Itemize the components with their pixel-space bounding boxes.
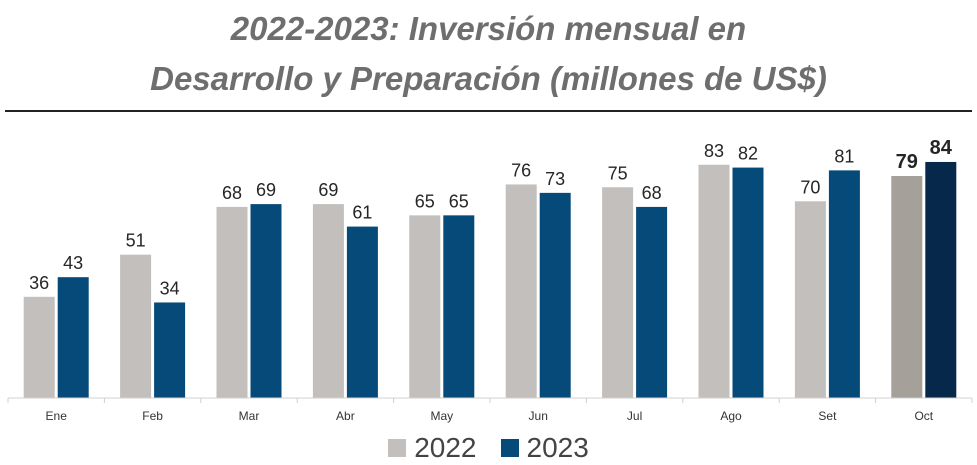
bar-2022-set: [794, 201, 826, 398]
bar-2022-feb: [120, 254, 152, 398]
bar-2023-may: [443, 215, 475, 398]
chart-title-line-1: 2022-2023: Inversión mensual en: [230, 10, 747, 47]
data-label-2022-ene: 36: [29, 273, 49, 293]
data-label-2023-jun: 73: [545, 169, 565, 189]
legend-label-2022: 2022: [414, 432, 477, 463]
x-tick-label-jul: Jul: [627, 409, 642, 423]
data-label-2023-jul: 68: [642, 183, 662, 203]
x-tick-label-ago: Ago: [720, 409, 742, 423]
data-label-2023-ene: 43: [63, 253, 83, 273]
bar-2022-mar: [216, 206, 248, 398]
data-label-2023-oct: 84: [930, 137, 953, 159]
bar-2022-oct: [891, 176, 923, 398]
x-tick-label-set: Set: [818, 409, 837, 423]
legend-item-2023: 2023: [500, 432, 589, 464]
bar-2022-ene: [23, 296, 55, 398]
legend-swatch-2022: [388, 439, 407, 457]
data-label-2023-may: 65: [449, 191, 469, 211]
chart-title-line-2: Desarrollo y Preparación (millones de US…: [150, 60, 827, 97]
data-label-2022-jun: 76: [511, 160, 531, 180]
x-tick-label-feb: Feb: [142, 409, 163, 423]
bar-2023-oct: [925, 161, 957, 398]
x-tick-label-may: May: [430, 409, 453, 423]
labels-group: 36 43 Ene 51 34 Feb 68 69 Mar 69 61 Abr 65 65 May 76 73 J…: [29, 137, 953, 423]
bar-2022-jul: [602, 187, 634, 398]
bar-2023-jul: [636, 206, 668, 398]
x-tick-label-oct: Oct: [914, 409, 933, 423]
bar-2022-ago: [698, 164, 730, 398]
data-label-2022-ago: 83: [704, 141, 724, 161]
bar-2023-mar: [250, 204, 282, 398]
x-tick-label-jun: Jun: [529, 409, 548, 423]
bars-group: [23, 161, 957, 398]
legend-label-2023: 2023: [526, 432, 589, 463]
data-label-2023-feb: 34: [160, 278, 180, 298]
x-tick-label-abr: Abr: [336, 409, 355, 423]
legend-item-2022: 2022: [388, 432, 477, 464]
bar-2022-may: [409, 215, 441, 398]
data-label-2022-abr: 69: [318, 180, 338, 200]
bar-2022-jun: [505, 184, 537, 398]
title-divider: [5, 110, 972, 112]
bar-2023-set: [828, 170, 860, 398]
data-label-2022-may: 65: [415, 191, 435, 211]
bar-2023-feb: [154, 302, 186, 398]
chart-title: 2022-2023: Inversión mensual en Desarrol…: [0, 4, 977, 104]
data-label-2022-oct: 79: [896, 151, 918, 173]
data-label-2022-set: 70: [800, 177, 820, 197]
data-label-2022-mar: 68: [222, 183, 242, 203]
legend-swatch-2023: [500, 439, 519, 457]
chart-legend: 2022 2023: [0, 432, 977, 464]
data-label-2023-abr: 61: [352, 203, 372, 223]
data-label-2023-ago: 82: [738, 144, 758, 164]
bar-2023-ago: [732, 167, 764, 398]
data-label-2022-feb: 51: [126, 231, 146, 251]
bar-2023-jun: [539, 192, 571, 398]
x-axis-ticks: [7, 398, 973, 403]
data-label-2022-jul: 75: [608, 163, 628, 183]
data-label-2023-mar: 69: [256, 180, 276, 200]
bar-2023-abr: [346, 226, 378, 398]
data-label-2023-set: 81: [834, 146, 854, 166]
x-tick-label-mar: Mar: [239, 409, 260, 423]
bar-2023-ene: [57, 277, 89, 398]
x-tick-label-ene: Ene: [46, 409, 68, 423]
bar-2022-abr: [312, 204, 344, 398]
